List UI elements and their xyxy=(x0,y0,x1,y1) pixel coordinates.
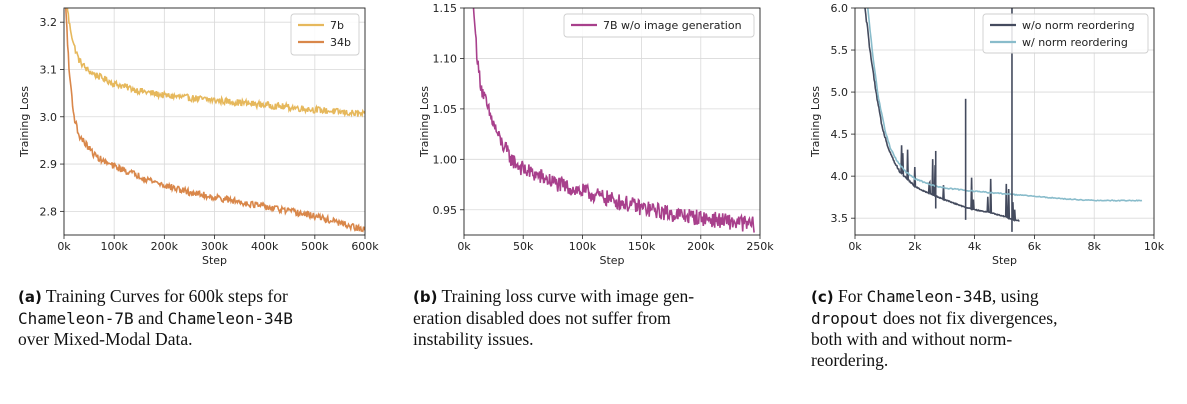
caption-line: both with and without norm- xyxy=(811,329,1151,350)
y-tick-label: 3.0 xyxy=(40,111,58,124)
y-tick-label: 0.95 xyxy=(433,204,458,217)
caption-line: reordering. xyxy=(811,350,1151,371)
caption-text: Training Curves for 600k steps for xyxy=(45,286,288,306)
y-tick-label: 2.9 xyxy=(40,158,58,171)
x-tick-label: 50k xyxy=(513,240,534,253)
legend-label: w/o norm reordering xyxy=(1022,19,1135,32)
y-tick-label: 4.0 xyxy=(831,170,849,183)
caption-line: instability issues. xyxy=(413,329,765,350)
x-tick-label: 0k xyxy=(457,240,471,253)
x-axis-label: Step xyxy=(992,254,1017,267)
caption-text: and xyxy=(133,308,168,328)
caption-line: Chameleon-7B and Chameleon-34B xyxy=(18,308,370,329)
x-tick-label: 500k xyxy=(301,240,329,253)
caption-text: For xyxy=(837,286,867,306)
series-line-2 xyxy=(867,8,1143,202)
caption-c: (c) For Chameleon-34B, using dropout does… xyxy=(811,286,1151,371)
caption-line: over Mixed-Modal Data. xyxy=(18,329,370,350)
series-line-1 xyxy=(66,8,365,118)
x-tick-label: 300k xyxy=(201,240,229,253)
caption-line: eration disabled does not suffer from xyxy=(413,308,765,329)
y-tick-label: 5.0 xyxy=(831,86,849,99)
y-tick-label: 1.05 xyxy=(433,103,458,116)
caption-b: (b) Training loss curve with image gen-e… xyxy=(413,286,765,350)
x-tick-label: 6k xyxy=(1028,240,1042,253)
legend-label: 34b xyxy=(330,36,351,49)
x-tick-label: 100k xyxy=(569,240,597,253)
y-tick-label: 3.5 xyxy=(831,212,849,225)
legend-label: 7B w/o image generation xyxy=(603,19,742,32)
caption-line: (b) Training loss curve with image gen- xyxy=(413,286,765,308)
caption-code: Chameleon-7B xyxy=(18,309,134,328)
x-tick-label: 400k xyxy=(251,240,279,253)
x-axis-label: Step xyxy=(202,254,227,267)
caption-text: , using xyxy=(991,286,1039,306)
y-tick-label: 3.1 xyxy=(40,63,58,76)
series-line-1 xyxy=(472,8,755,233)
chart-panel-a: 0k 100k 200k 300k 400k 500k 600k 2.8 2.9 3.0 3.1 3.… xyxy=(18,7,379,267)
legend-box xyxy=(982,13,1149,54)
caption-tag: (a) xyxy=(18,288,42,306)
series-line-1 xyxy=(864,8,1020,222)
series-line-2 xyxy=(64,8,365,233)
x-tick-label: 10k xyxy=(1144,240,1165,253)
x-tick-label: 100k xyxy=(100,240,128,253)
legend-box xyxy=(563,13,755,38)
x-tick-label: 0k xyxy=(848,240,862,253)
y-axis-label: Training Loss xyxy=(418,86,431,158)
x-tick-label: 200k xyxy=(151,240,179,253)
x-tick-label: 250k xyxy=(746,240,774,253)
caption-tag: (c) xyxy=(811,288,834,306)
y-tick-label: 1.10 xyxy=(433,52,458,65)
chart-panel-b: 0k 50k 100k 150k 200k 250k 0.95 1.00 1.05 1.10 1.1… xyxy=(418,2,774,267)
y-tick-label: 3.2 xyxy=(40,16,58,29)
x-tick-label: 200k xyxy=(687,240,715,253)
caption-line: (c) For Chameleon-34B, using xyxy=(811,286,1151,308)
x-axis-label: Step xyxy=(599,254,624,267)
x-tick-label: 2k xyxy=(908,240,922,253)
x-tick-label: 150k xyxy=(628,240,656,253)
caption-line: (a) Training Curves for 600k steps for xyxy=(18,286,370,308)
caption-text: eration disabled does not suffer from xyxy=(413,308,671,328)
caption-a: (a) Training Curves for 600k steps for Ch… xyxy=(18,286,370,350)
caption-code: dropout xyxy=(811,309,879,328)
y-tick-label: 2.8 xyxy=(40,205,58,218)
plot-frame xyxy=(463,7,761,236)
y-tick-label: 1.00 xyxy=(433,153,458,166)
plot-frame xyxy=(854,7,1155,236)
caption-text: Training loss curve with image gen- xyxy=(441,286,695,306)
caption-code: Chameleon-34B xyxy=(167,309,293,328)
caption-text: does not fix divergences, xyxy=(878,308,1058,328)
y-tick-label: 5.5 xyxy=(831,44,849,57)
caption-text: reordering. xyxy=(811,350,889,370)
caption-code: Chameleon-34B xyxy=(866,287,992,306)
x-tick-label: 0k xyxy=(57,240,71,253)
legend-label: 7b xyxy=(330,19,344,32)
caption-tag: (b) xyxy=(413,288,438,306)
y-tick-label: 4.5 xyxy=(831,128,849,141)
caption-text: over Mixed-Modal Data. xyxy=(18,329,193,349)
chart-panel-c: 0k 2k 4k 6k 8k 10k 3.5 4.0 4.5 5.0 5.5 6.0 Step Train… xyxy=(809,2,1165,267)
y-tick-label: 1.15 xyxy=(433,2,458,15)
y-axis-label: Training Loss xyxy=(809,86,822,158)
x-tick-label: 4k xyxy=(968,240,982,253)
y-axis-label: Training Loss xyxy=(18,86,31,158)
caption-text: instability issues. xyxy=(413,329,534,349)
legend-label: w/ norm reordering xyxy=(1022,36,1128,49)
caption-line: dropout does not fix divergences, xyxy=(811,308,1151,329)
x-tick-label: 600k xyxy=(351,240,379,253)
caption-text: both with and without norm- xyxy=(811,329,1013,349)
y-tick-label: 6.0 xyxy=(831,2,849,15)
x-tick-label: 8k xyxy=(1088,240,1102,253)
